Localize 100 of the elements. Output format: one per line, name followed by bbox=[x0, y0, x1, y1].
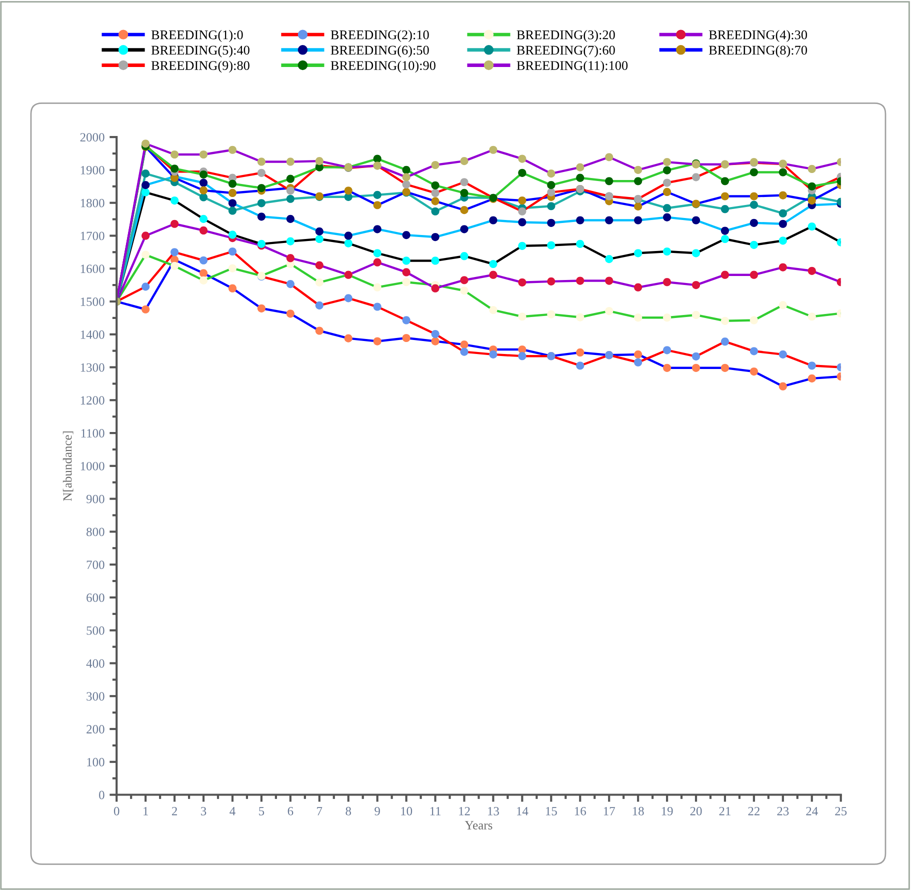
point bbox=[778, 168, 787, 176]
point bbox=[605, 177, 614, 186]
legend-label: BREEDING(5):40 bbox=[151, 45, 250, 58]
y-tick-label: 1900 bbox=[80, 166, 104, 174]
point bbox=[431, 337, 440, 346]
x-tick-label: 21 bbox=[719, 806, 730, 816]
point bbox=[344, 334, 352, 342]
legend-label: BREEDING(10):90 bbox=[330, 60, 436, 73]
point bbox=[344, 294, 352, 302]
x-tick-label: 9 bbox=[374, 806, 380, 816]
legend-label: BREEDING(11):100 bbox=[516, 60, 628, 73]
point bbox=[228, 199, 237, 208]
point bbox=[808, 182, 816, 190]
point bbox=[662, 247, 672, 256]
point bbox=[199, 269, 208, 278]
point bbox=[518, 154, 526, 163]
point bbox=[199, 186, 208, 194]
x-tick-label: 3 bbox=[200, 806, 206, 816]
x-tick-label: 24 bbox=[806, 806, 818, 816]
point bbox=[402, 256, 410, 265]
point bbox=[460, 252, 468, 260]
point bbox=[662, 158, 672, 166]
point bbox=[431, 181, 440, 190]
point bbox=[315, 278, 324, 286]
point bbox=[720, 270, 730, 279]
point bbox=[257, 158, 266, 166]
y-tick-label: 900 bbox=[86, 494, 104, 504]
point bbox=[460, 348, 468, 356]
point bbox=[431, 197, 440, 206]
point bbox=[460, 286, 468, 295]
point bbox=[402, 231, 410, 240]
point bbox=[720, 177, 730, 186]
point bbox=[257, 184, 266, 192]
point bbox=[634, 202, 642, 210]
point bbox=[750, 347, 758, 356]
point bbox=[634, 350, 642, 358]
point bbox=[373, 302, 382, 311]
point bbox=[547, 277, 556, 286]
point bbox=[547, 181, 556, 190]
point bbox=[460, 178, 468, 186]
point bbox=[460, 206, 468, 214]
point bbox=[489, 146, 498, 154]
x-tick-label: 7 bbox=[317, 807, 322, 816]
x-tick-label: 16 bbox=[574, 806, 586, 816]
point bbox=[402, 334, 410, 342]
x-tick-label: 19 bbox=[662, 806, 673, 816]
point bbox=[286, 186, 294, 195]
point bbox=[778, 191, 787, 200]
point bbox=[634, 166, 642, 174]
point bbox=[286, 310, 294, 318]
point bbox=[199, 256, 208, 264]
x-tick-label: 8 bbox=[346, 806, 352, 816]
point bbox=[431, 330, 440, 338]
point bbox=[257, 212, 266, 221]
point bbox=[286, 194, 294, 203]
y-tick-label: 1500 bbox=[80, 298, 104, 306]
x-axis-title: Years bbox=[464, 821, 492, 830]
point bbox=[431, 232, 440, 242]
point bbox=[605, 255, 614, 264]
point bbox=[720, 234, 730, 244]
y-tick-label: 1400 bbox=[80, 330, 104, 339]
point bbox=[808, 164, 816, 174]
x-tick-label: 20 bbox=[690, 806, 702, 816]
point bbox=[576, 240, 584, 248]
point bbox=[547, 188, 556, 196]
point bbox=[518, 196, 526, 205]
point bbox=[808, 222, 816, 231]
point bbox=[662, 204, 672, 212]
point bbox=[605, 216, 614, 224]
point bbox=[662, 278, 672, 286]
point bbox=[373, 225, 382, 234]
point bbox=[315, 326, 324, 335]
point bbox=[199, 226, 208, 235]
point bbox=[576, 276, 584, 285]
point bbox=[170, 262, 179, 270]
point bbox=[547, 202, 556, 210]
point bbox=[720, 205, 730, 214]
point bbox=[170, 196, 179, 205]
point bbox=[257, 168, 266, 177]
point bbox=[750, 367, 758, 376]
point bbox=[431, 188, 440, 198]
point bbox=[142, 282, 150, 291]
point bbox=[692, 216, 700, 224]
point bbox=[315, 261, 324, 270]
point bbox=[720, 338, 730, 346]
point bbox=[142, 250, 150, 259]
point bbox=[228, 146, 237, 154]
point bbox=[373, 190, 382, 199]
x-tick-label: 25 bbox=[835, 806, 847, 816]
point bbox=[170, 164, 179, 173]
point bbox=[750, 218, 758, 227]
point bbox=[750, 270, 758, 279]
point bbox=[692, 352, 700, 360]
point bbox=[634, 283, 642, 292]
y-tick-label: 100 bbox=[87, 758, 104, 766]
y-tick-label: 500 bbox=[86, 626, 104, 635]
point bbox=[228, 284, 237, 292]
point bbox=[402, 180, 410, 188]
x-tick-label: 15 bbox=[546, 806, 557, 816]
point bbox=[808, 374, 816, 382]
